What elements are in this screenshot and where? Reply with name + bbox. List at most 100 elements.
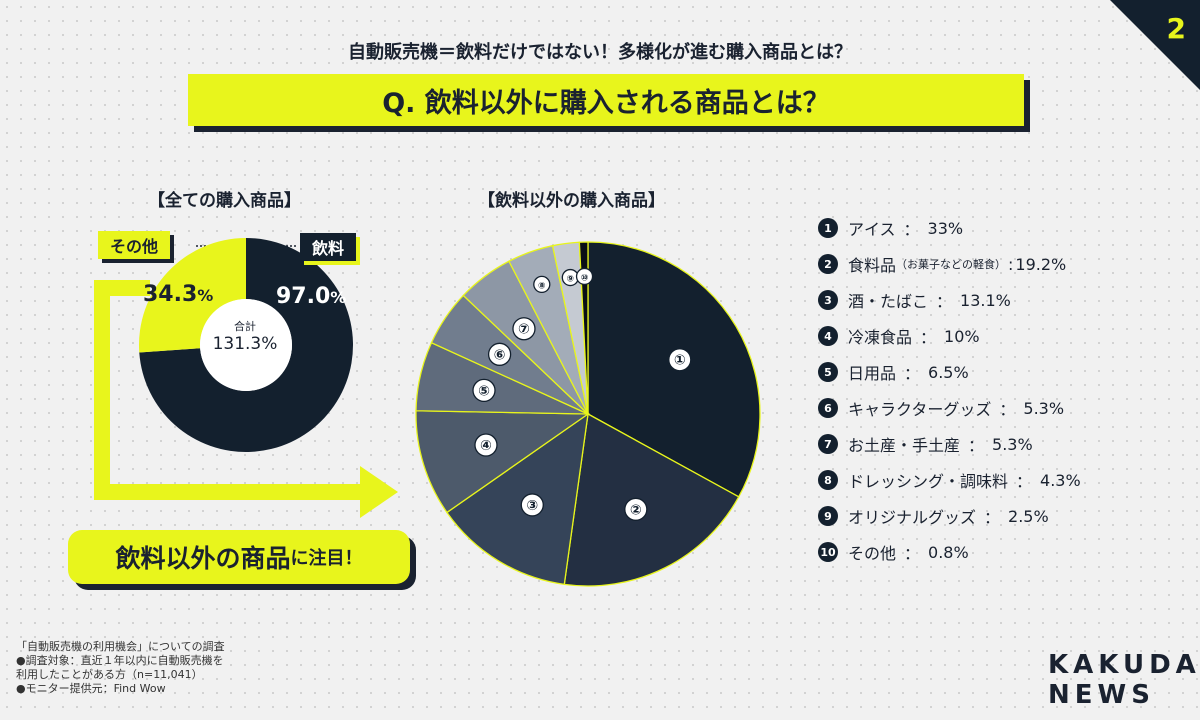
other-label: その他 (98, 231, 171, 259)
pie-slice-label: ⑨ (567, 275, 575, 285)
pie-slice-label: ⑧ (538, 281, 546, 291)
legend-separator: ： (984, 508, 1001, 527)
pie-slice-labels: ① ② ③ ④ ⑤ ⑥⑦ ⑧ ⑨ ⑩ (472, 267, 692, 521)
drink-percent: 97.0% (276, 284, 346, 309)
legend-separator: ： (903, 220, 920, 239)
pie-slice (578, 241, 589, 415)
legend-name: オリジナルグッズ (848, 508, 977, 527)
bracket-arrow (94, 280, 398, 518)
legend-number: 7 (818, 434, 838, 454)
donut-title: 【全ての購入商品】 (148, 191, 301, 211)
legend-number: 5 (818, 362, 838, 382)
legend-value: 13.1% (960, 290, 1011, 310)
footnote-line4: ●モニター提供元：Find Wow (16, 682, 166, 695)
legend-name: 酒・たばこ (848, 292, 929, 311)
pie-slice (446, 412, 589, 586)
legend-item: 10 その他 ： 0.8% (818, 534, 1081, 570)
pie-chart (415, 241, 761, 587)
page-number: 2 (1166, 12, 1186, 45)
legend-separator: ： (904, 544, 921, 563)
legend-name: お土産・手土産 (848, 436, 961, 455)
donut-segment (139, 238, 246, 353)
legend-value: 0.8% (928, 542, 969, 562)
legend-item: 9 オリジナルグッズ ： 2.5% (818, 498, 1081, 534)
pie-slice-label: ① (674, 353, 686, 369)
legend-item: 3 酒・たばこ ： 13.1% (818, 282, 1081, 318)
legend-name: 食料品 (848, 256, 897, 275)
other-percent-value: 34.3 (143, 282, 198, 307)
other-percent: 34.3% (143, 282, 213, 307)
pie-slice-marker (512, 317, 536, 341)
footnote-line3: 利用したことがある方（n=11,041） (16, 668, 203, 681)
legend-number: 8 (818, 470, 838, 490)
pie-slice-marker (668, 348, 692, 372)
brand-line1: KAKUDAI (1048, 650, 1200, 680)
callout-rest: に注目！ (290, 548, 363, 569)
legend-name: その他 (848, 544, 897, 563)
legend-item: 7 お土産・手土産 ： 5.3% (818, 426, 1081, 462)
pie-slice-label: ② (630, 502, 642, 518)
question-banner: Q. 飲料以外に購入される商品とは？ (188, 74, 1024, 126)
legend-value: 5.3% (1023, 398, 1065, 418)
legend-separator: ： (999, 400, 1016, 419)
legend-name: 冷凍食品 (848, 328, 913, 347)
header-subtitle: 自動販売機＝飲料だけではない！多様化が進む購入商品とは？ (348, 42, 852, 63)
pie-slice-marker (487, 342, 512, 366)
legend-item: 4 冷凍食品 ： 10% (818, 318, 1081, 354)
legend-name: アイス (848, 220, 896, 239)
question-text: Q. 飲料以外に購入される商品とは？ (382, 87, 830, 119)
legend-value: 6.5% (928, 362, 969, 382)
footnote-line2: ●調査対象：直近１年以内に自動販売機を (16, 654, 224, 667)
legend-item: 1 アイス ： 33% (818, 210, 1081, 246)
legend-number: 6 (818, 398, 838, 418)
brand-logo: KAKUDAI NEWS (1048, 650, 1200, 710)
legend-value: 5.3% (992, 434, 1033, 454)
pie-slice-marker (472, 378, 496, 403)
legend-separator: ： (936, 292, 953, 311)
legend-item: 5 日用品 ： 6.5% (818, 354, 1081, 390)
pie-slice-label: ⑩ (581, 273, 589, 283)
brand-line2: NEWS (1048, 680, 1155, 710)
legend-value: 2.5% (1008, 506, 1049, 526)
legend-number: 4 (818, 326, 838, 346)
legend-number: 9 (818, 506, 838, 526)
drink-percent-unit: % (330, 288, 347, 307)
legend-separator: ： (1016, 472, 1033, 491)
legend-separator: ： (904, 364, 921, 383)
pie-slice-label: ⑦ (518, 322, 530, 338)
legend-value: 4.3% (1040, 470, 1081, 490)
legend-separator: ： (920, 328, 937, 347)
legend-value: 19.2% (1015, 254, 1067, 274)
pie-slice (563, 412, 740, 587)
pie-slice-label: ⑤ (478, 383, 490, 399)
pie-slice (415, 410, 591, 514)
donut-chart (139, 238, 353, 452)
legend-item: 6 キャラクターグッズ ： 5.3% (818, 390, 1081, 426)
pie-slice-marker (520, 493, 544, 517)
pie-slice-marker (474, 433, 498, 457)
pie-title: 【飲料以外の購入商品】 (478, 191, 665, 211)
donut-total-value: 131.3% (212, 334, 278, 354)
pie-slice-label: ⑥ (494, 347, 506, 363)
legend-separator: ： (968, 436, 985, 455)
legend-value: 33% (927, 218, 964, 238)
legend-number: 10 (818, 542, 838, 562)
drink-label: 飲料 (300, 233, 357, 261)
pie-legend: 1 アイス ： 33% 2 食料品 （お菓子などの軽食）:19.2% 3 酒・たばこ ： 13.1%… (818, 210, 1081, 570)
legend-separator: : (1008, 254, 1014, 274)
donut-center: 合計 131.3% (195, 318, 295, 354)
legend-note: （お菓子などの軽食） (896, 258, 1007, 271)
pie-slice-marker (533, 275, 551, 294)
legend-item: 8 ドレッシング・調味料 ： 4.3% (818, 462, 1081, 498)
legend-name: ドレッシング・調味料 (848, 472, 1009, 491)
pie-slice-marker (575, 267, 594, 286)
legend-name: 日用品 (848, 364, 897, 383)
legend-number: 3 (818, 290, 838, 310)
pie-slice-label: ④ (480, 438, 492, 454)
footnote-line1: 「自動販売機の利用機会」についての調査 (16, 640, 225, 653)
pie-slice-marker (624, 497, 648, 521)
donut-total-label: 合計 (234, 320, 256, 333)
callout-main: 飲料以外の商品 (115, 544, 291, 573)
legend-item: 2 食料品 （お菓子などの軽食）:19.2% (818, 246, 1081, 282)
